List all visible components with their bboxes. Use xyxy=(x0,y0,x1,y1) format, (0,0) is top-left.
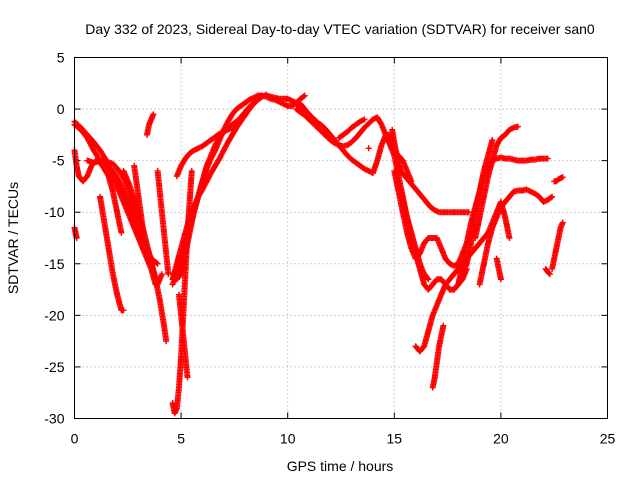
data-point xyxy=(514,123,521,130)
data-point xyxy=(425,276,432,283)
series-arc-23 xyxy=(391,167,475,269)
series-arc-35 xyxy=(549,219,566,272)
series-arc-5 xyxy=(97,193,127,314)
plot-frame xyxy=(74,57,608,419)
y-tick-label: -5 xyxy=(52,153,65,169)
series-arc-11 xyxy=(169,167,195,417)
y-tick-label: -30 xyxy=(44,411,64,427)
data-point xyxy=(184,374,191,381)
y-tick-label: -20 xyxy=(44,307,64,323)
series-arc-37 xyxy=(365,145,372,152)
y-tick-label: -10 xyxy=(44,204,64,220)
data-point xyxy=(242,111,249,118)
data-point xyxy=(497,276,504,283)
series-arc-28 xyxy=(429,322,447,391)
x-axis-ticks: 0 5 10 15 20 25 xyxy=(71,57,616,447)
x-axis-label: GPS time / hours xyxy=(287,458,394,474)
data-point xyxy=(300,93,307,100)
data-point xyxy=(163,338,170,345)
data-point xyxy=(188,167,195,174)
x-tick-label: 10 xyxy=(280,431,296,447)
x-tick-label: 15 xyxy=(387,431,403,447)
data-point xyxy=(120,307,127,314)
series-arc-10 xyxy=(71,224,80,241)
x-tick-label: 20 xyxy=(493,431,509,447)
series-arc-9 xyxy=(154,167,172,278)
data-point xyxy=(158,271,165,278)
data-point xyxy=(544,155,551,162)
series-arc-36 xyxy=(551,174,566,185)
series-arc-21 xyxy=(335,116,368,141)
series-arc-8 xyxy=(143,111,157,138)
chart-title: Day 332 of 2023, Sidereal Day-to-day VTE… xyxy=(85,21,595,37)
data-point xyxy=(118,229,125,236)
data-point xyxy=(301,92,308,99)
data-point xyxy=(548,194,555,201)
x-tick-label: 5 xyxy=(177,431,185,447)
y-tick-label: 5 xyxy=(57,50,65,66)
series-arc-26 xyxy=(395,152,415,185)
data-point xyxy=(408,178,415,185)
data-point xyxy=(365,145,372,152)
data-point xyxy=(153,259,160,266)
series-arc-14 xyxy=(169,91,270,283)
data-point xyxy=(559,219,566,226)
series-arc-7 xyxy=(131,162,153,267)
grid-lines xyxy=(74,57,608,419)
data-point xyxy=(361,116,368,123)
y-axis-label: SDTVAR / TECUs xyxy=(5,182,21,294)
data-point xyxy=(506,235,513,241)
series-arc-33 xyxy=(493,255,504,283)
data-point xyxy=(150,111,157,118)
series-arc-22 xyxy=(389,126,472,216)
data-point xyxy=(154,260,161,267)
data-point xyxy=(146,260,153,267)
data-points xyxy=(71,91,566,417)
series-arc-25 xyxy=(395,183,432,283)
y-tick-label: 0 xyxy=(57,101,65,117)
x-tick-label: 0 xyxy=(71,431,79,447)
data-point xyxy=(489,137,496,144)
data-point xyxy=(559,174,566,181)
series-arc-13 xyxy=(169,92,261,288)
y-tick-label: -15 xyxy=(44,256,64,272)
series-arc-31 xyxy=(472,123,521,241)
data-point xyxy=(241,112,248,119)
x-tick-label: 25 xyxy=(600,431,616,447)
series-arc-15 xyxy=(173,111,249,180)
series-arc-34 xyxy=(542,265,553,278)
series-arc-32 xyxy=(476,186,556,288)
y-axis-ticks: -30 -25 -20 -15 -10 -5 0 5 xyxy=(44,50,608,427)
series-arc-20 xyxy=(297,100,402,177)
data-point xyxy=(549,193,556,200)
data-point xyxy=(546,271,553,278)
data-point xyxy=(424,275,431,282)
data-point xyxy=(545,270,552,277)
y-tick-label: -25 xyxy=(44,359,64,375)
series-arc-16 xyxy=(175,291,191,381)
data-point xyxy=(440,322,447,329)
